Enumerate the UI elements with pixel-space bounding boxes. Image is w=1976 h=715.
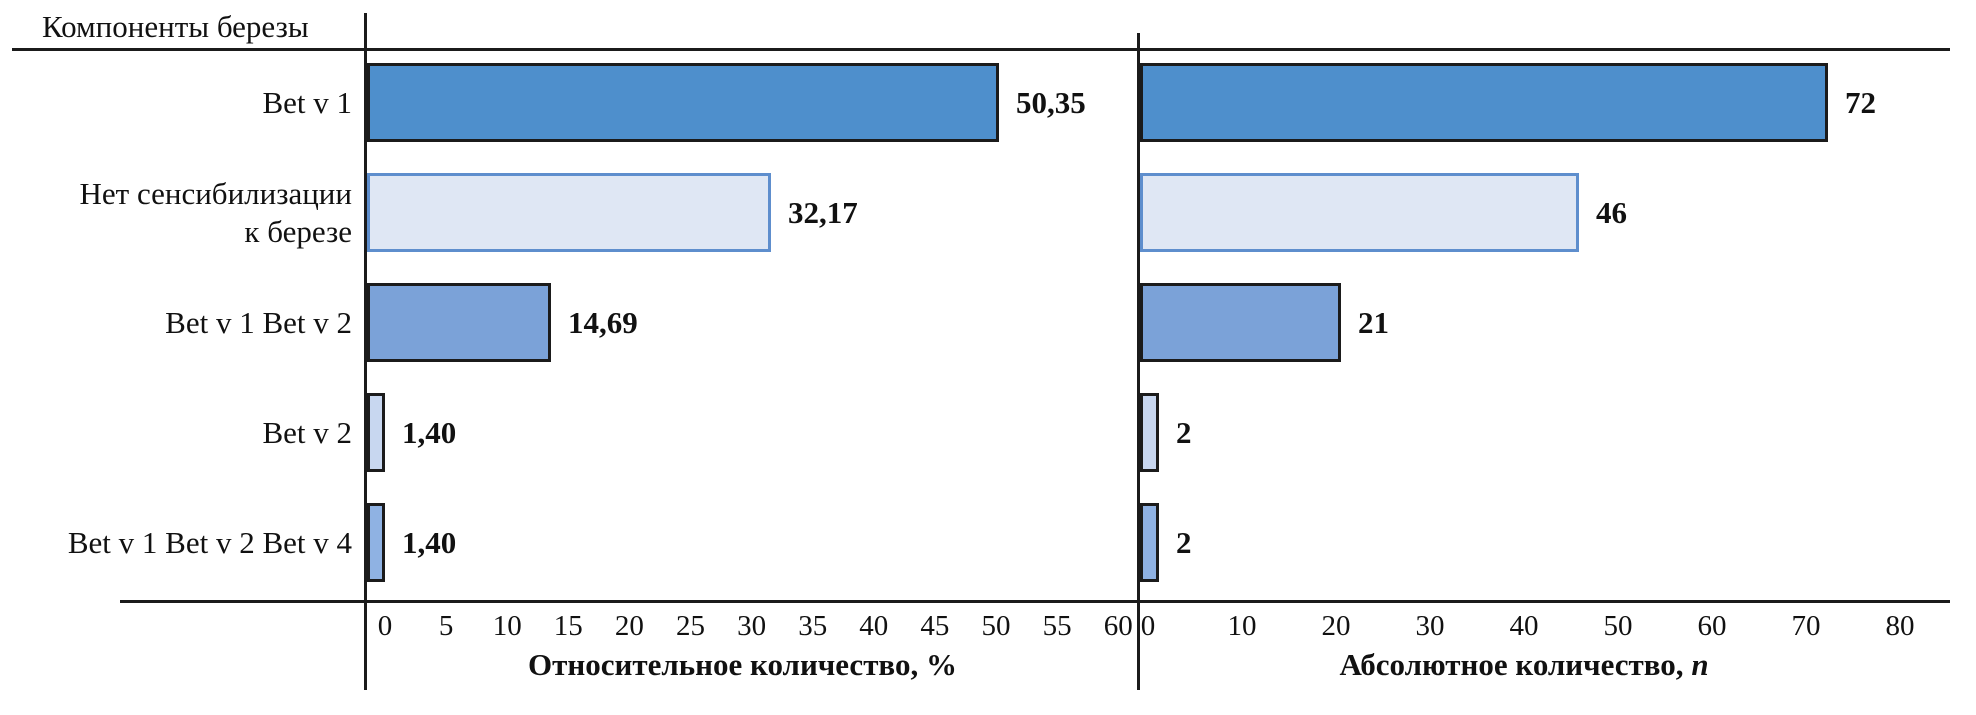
bar	[367, 63, 999, 142]
x-tick-label: 30	[1415, 610, 1445, 642]
top-rule	[12, 48, 1950, 51]
divider-axis-line	[1137, 33, 1140, 690]
bar	[1140, 393, 1159, 472]
bar-value-label: 32,17	[788, 194, 858, 230]
bar-value-label: 46	[1596, 194, 1627, 230]
category-label: Bet v 2	[262, 414, 352, 450]
bar	[1140, 283, 1341, 362]
x-axis-title: Относительное количество, %	[528, 647, 957, 682]
x-axis-title: Абсолютное количество, n	[1339, 647, 1709, 682]
x-tick-label: 55	[1042, 610, 1072, 642]
bar-value-label: 1,40	[402, 524, 457, 560]
bar	[367, 283, 551, 362]
category-label: Bet v 1 Bet v 2 Bet v 4	[67, 524, 352, 560]
bar-value-label: 50,35	[1016, 84, 1086, 120]
category-label: Нет сенсибилизации к березе	[79, 175, 352, 249]
x-tick-label: 60	[1103, 610, 1133, 642]
bar	[1140, 173, 1579, 252]
bar	[367, 393, 385, 472]
x-tick-label: 80	[1885, 610, 1915, 642]
x-tick-label: 0	[1140, 610, 1156, 642]
bar	[367, 503, 385, 582]
bar-value-label: 21	[1358, 304, 1389, 340]
x-tick-label: 15	[553, 610, 583, 642]
category-label: Bet v 1 Bet v 2	[165, 304, 352, 340]
x-tick-label: 35	[798, 610, 828, 642]
bar-value-label: 1,40	[402, 414, 457, 450]
x-tick-label: 20	[614, 610, 644, 642]
x-tick-label: 0	[377, 610, 393, 642]
x-tick-label: 40	[1509, 610, 1539, 642]
x-tick-label: 30	[737, 610, 767, 642]
axis-header-label: Компоненты березы	[42, 9, 309, 44]
x-tick-label: 60	[1697, 610, 1727, 642]
x-tick-label: 70	[1791, 610, 1821, 642]
x-tick-label: 10	[492, 610, 522, 642]
x-tick-label: 50	[1603, 610, 1633, 642]
bar-value-label: 14,69	[568, 304, 638, 340]
x-tick-label: 10	[1227, 610, 1257, 642]
category-label: Bet v 1	[262, 84, 352, 120]
x-tick-label: 40	[859, 610, 889, 642]
x-tick-label: 20	[1321, 610, 1351, 642]
bar	[367, 173, 771, 252]
bar-value-label: 72	[1845, 84, 1876, 120]
bar-value-label: 2	[1176, 414, 1192, 450]
baseline	[120, 600, 1950, 603]
x-axis-title-italic-suffix: n	[1691, 647, 1709, 682]
bar	[1140, 503, 1159, 582]
x-tick-label: 5	[438, 610, 454, 642]
x-tick-label: 25	[676, 610, 705, 642]
x-tick-label: 50	[981, 610, 1011, 642]
x-tick-label: 45	[920, 610, 950, 642]
bar	[1140, 63, 1828, 142]
bar-value-label: 2	[1176, 524, 1192, 560]
left-axis-line	[364, 13, 367, 690]
